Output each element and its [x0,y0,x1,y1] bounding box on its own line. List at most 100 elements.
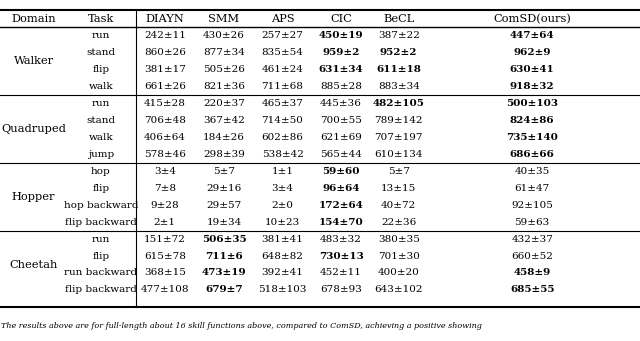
Text: 506±35: 506±35 [202,235,246,243]
Text: 630±41: 630±41 [510,65,554,74]
Text: 660±52: 660±52 [511,252,553,261]
Text: 40±35: 40±35 [515,167,550,176]
Text: 483±32: 483±32 [320,235,362,243]
Text: 13±15: 13±15 [381,184,417,193]
Text: run: run [92,99,110,108]
Text: 505±26: 505±26 [203,65,245,74]
Text: The results above are for full-length about 16 skill functions above, compared t: The results above are for full-length ab… [1,322,482,330]
Text: 789±142: 789±142 [374,116,423,125]
Text: 59±60: 59±60 [323,167,360,176]
Text: 959±2: 959±2 [323,48,360,57]
Text: 711±6: 711±6 [205,252,243,261]
Text: 885±28: 885±28 [320,82,362,91]
Text: 22±36: 22±36 [381,218,417,227]
Text: 380±35: 380±35 [378,235,420,243]
Text: flip backward: flip backward [65,218,137,227]
Text: 5±7: 5±7 [388,167,410,176]
Text: 430±26: 430±26 [203,31,245,40]
Text: run: run [92,31,110,40]
Text: stand: stand [86,116,115,125]
Text: 5±7: 5±7 [213,167,235,176]
Text: BeCL: BeCL [383,14,414,24]
Text: Cheetah: Cheetah [10,260,58,269]
Text: 10±23: 10±23 [265,218,300,227]
Text: 643±102: 643±102 [374,285,423,294]
Text: 29±16: 29±16 [206,184,242,193]
Text: 387±22: 387±22 [378,31,420,40]
Text: 452±11: 452±11 [320,268,362,278]
Text: 29±57: 29±57 [206,201,242,210]
Text: 679±7: 679±7 [205,285,243,294]
Text: hop backward: hop backward [63,201,138,210]
Text: 735±140: 735±140 [506,133,558,142]
Text: Quadruped: Quadruped [1,124,66,134]
Text: 538±42: 538±42 [262,150,303,159]
Text: 565±44: 565±44 [320,150,362,159]
Text: 518±103: 518±103 [259,285,307,294]
Text: 701±30: 701±30 [378,252,420,261]
Text: ComSD(ours): ComSD(ours) [493,14,571,24]
Text: 465±37: 465±37 [262,99,303,108]
Text: 714±50: 714±50 [262,116,303,125]
Text: 877±34: 877±34 [203,48,245,57]
Text: 2±0: 2±0 [271,201,294,210]
Text: 151±72: 151±72 [144,235,186,243]
Text: stand: stand [86,48,115,57]
Text: flip: flip [92,65,109,74]
Text: 686±66: 686±66 [509,150,555,159]
Text: 9±28: 9±28 [150,201,179,210]
Text: 500±103: 500±103 [506,99,558,108]
Text: walk: walk [88,82,113,91]
Text: 392±41: 392±41 [262,268,303,278]
Text: 184±26: 184±26 [203,133,245,142]
Text: 368±15: 368±15 [144,268,186,278]
Text: 1±1: 1±1 [271,167,294,176]
Text: 154±70: 154±70 [319,218,364,227]
Text: 824±86: 824±86 [510,116,554,125]
Text: 458±9: 458±9 [513,268,551,278]
Text: walk: walk [88,133,113,142]
Text: 860±26: 860±26 [144,48,186,57]
Text: 611±18: 611±18 [376,65,421,74]
Text: 381±17: 381±17 [144,65,186,74]
Text: 835±54: 835±54 [262,48,303,57]
Text: jump: jump [88,150,114,159]
Text: 621±69: 621±69 [320,133,362,142]
Text: 445±36: 445±36 [320,99,362,108]
Text: 482±105: 482±105 [372,99,425,108]
Text: 220±37: 220±37 [203,99,245,108]
Text: 952±2: 952±2 [380,48,417,57]
Text: 707±197: 707±197 [374,133,423,142]
Text: Task: Task [88,14,114,24]
Text: 962±9: 962±9 [513,48,551,57]
Text: 578±46: 578±46 [144,150,186,159]
Text: Domain: Domain [12,14,56,24]
Text: 432±37: 432±37 [511,235,553,243]
Text: 685±55: 685±55 [510,285,554,294]
Text: 257±27: 257±27 [262,31,303,40]
Text: 59±63: 59±63 [515,218,550,227]
Text: 406±64: 406±64 [144,133,186,142]
Text: APS: APS [271,14,294,24]
Text: Walker: Walker [13,56,54,66]
Text: CIC: CIC [330,14,352,24]
Text: 2±1: 2±1 [154,218,176,227]
Text: 883±34: 883±34 [378,82,420,91]
Text: 473±19: 473±19 [202,268,246,278]
Text: 40±72: 40±72 [381,201,417,210]
Text: 447±64: 447±64 [510,31,554,40]
Text: 381±41: 381±41 [262,235,303,243]
Text: 700±55: 700±55 [320,116,362,125]
Text: 3±4: 3±4 [154,167,176,176]
Text: 461±24: 461±24 [262,65,303,74]
Text: flip: flip [92,184,109,193]
Text: 96±64: 96±64 [323,184,360,193]
Text: 678±93: 678±93 [320,285,362,294]
Text: Hopper: Hopper [12,192,55,202]
Text: 450±19: 450±19 [319,31,364,40]
Text: 610±134: 610±134 [374,150,423,159]
Text: 661±26: 661±26 [144,82,186,91]
Text: 61±47: 61±47 [515,184,550,193]
Text: flip: flip [92,252,109,261]
Text: hop: hop [91,167,111,176]
